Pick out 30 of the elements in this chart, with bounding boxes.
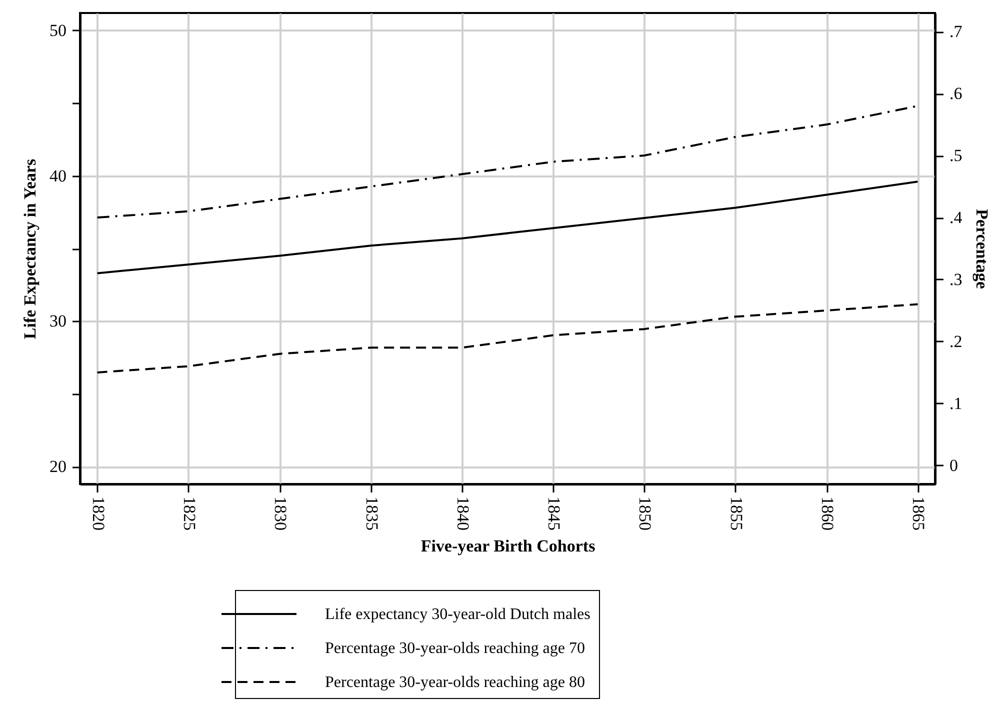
y2-axis-title: Percentage [972, 209, 992, 290]
y2-tick-label: .2 [950, 332, 962, 351]
y2-tick-label: .1 [950, 394, 962, 413]
x-tick-label: 1855 [726, 496, 746, 530]
y2-tick-label: .5 [950, 146, 962, 166]
line-series [96, 180, 919, 274]
line-series [96, 303, 919, 374]
legend-label: Percentage 30-year-olds reaching age 70 [325, 640, 585, 657]
y2-tick-label: .4 [950, 208, 963, 228]
x-tick-label: 1825 [180, 496, 199, 530]
x-axis-title: Five-year Birth Cohorts [420, 536, 596, 556]
y-tick-label: 20 [50, 457, 66, 476]
x-tick-label: 1860 [818, 496, 838, 530]
x-tick-label: 1865 [909, 496, 928, 530]
y2-tick-label: .3 [950, 270, 962, 289]
x-tick-label: 1830 [271, 496, 290, 530]
y2-tick-label: 0 [950, 456, 958, 475]
x-tick-label: 1845 [544, 496, 564, 530]
y2-tick-label: .7 [950, 22, 963, 42]
legend-label: Life expectancy 30-year-old Dutch males [325, 606, 590, 623]
y-tick-label: 50 [50, 20, 66, 40]
y-tick-label: 40 [50, 166, 66, 186]
y-tick-label: 30 [50, 312, 66, 331]
x-tick-label: 1850 [636, 496, 655, 530]
x-tick-label: 1835 [362, 496, 382, 530]
y2-tick-label: .6 [950, 84, 962, 104]
x-tick-label: 1840 [453, 496, 472, 530]
legend-label: Percentage 30-year-olds reaching age 80 [325, 674, 585, 691]
x-tick-label: 1820 [88, 496, 108, 530]
y-axis-title: Life Expectancy in Years [20, 158, 40, 340]
